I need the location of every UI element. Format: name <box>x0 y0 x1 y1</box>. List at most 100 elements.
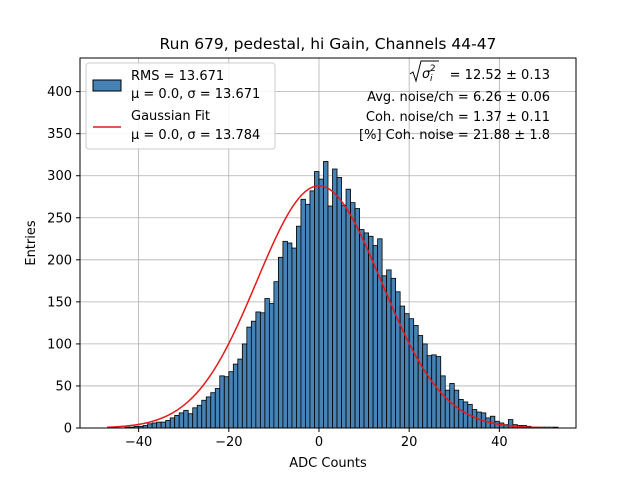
histogram-bar <box>363 232 369 429</box>
y-tick-label: 200 <box>47 253 72 268</box>
histogram-bar <box>404 313 410 429</box>
x-tick-label: 0 <box>315 435 323 450</box>
histogram-bar <box>422 343 428 429</box>
histogram-bar <box>417 335 424 429</box>
legend-box <box>85 62 276 150</box>
chart-title: Run 679, pedestal, hi Gain, Channels 44-… <box>160 35 497 53</box>
histogram-bar <box>350 202 356 429</box>
histogram-bar <box>354 208 360 429</box>
histogram-bar <box>246 326 252 429</box>
histogram-bar <box>255 311 261 429</box>
histogram-bar <box>291 247 297 429</box>
histogram-bar <box>259 312 266 429</box>
histogram-bar <box>395 291 401 429</box>
histogram-bar <box>332 168 338 429</box>
y-tick-label: 50 <box>55 379 72 394</box>
histogram-bar <box>201 399 207 429</box>
histogram-bar <box>408 318 415 429</box>
histogram-bar <box>237 358 243 429</box>
histogram-bar <box>359 229 365 429</box>
y-tick-label: 150 <box>47 295 72 310</box>
histogram-bar <box>165 420 171 429</box>
histogram-bar <box>345 188 351 429</box>
svg-text:2: 2 <box>430 64 436 74</box>
histogram-bar <box>210 392 216 429</box>
histogram-bar <box>390 277 397 429</box>
svg-text:i: i <box>430 74 433 84</box>
histogram-bar <box>386 269 392 429</box>
legend-histogram-line1: RMS = 13.671 <box>131 69 224 84</box>
histogram-bar <box>205 396 212 429</box>
histogram-bar <box>273 281 279 429</box>
histogram-bar <box>323 161 329 429</box>
histogram-bar <box>223 376 230 429</box>
histogram-bar <box>178 412 185 429</box>
histogram-bar <box>413 325 419 429</box>
sqrt-sigma-symbol: σ 2 i <box>409 60 439 84</box>
y-tick-label: 0 <box>64 422 72 437</box>
histogram-bar <box>232 363 239 429</box>
histogram-bar <box>305 203 311 429</box>
coh-noise-annotation: Coh. noise/ch = 1.37 ± 0.11 <box>366 110 550 125</box>
histogram-bar <box>192 407 198 429</box>
legend: RMS = 13.671 μ = 0.0, σ = 13.671 Gaussia… <box>85 62 276 150</box>
histogram-bar <box>296 225 302 429</box>
avg-noise-annotation: Avg. noise/ch = 6.26 ± 0.06 <box>367 90 550 105</box>
histogram-bar <box>268 303 275 429</box>
y-tick-label: 250 <box>47 211 72 226</box>
histogram-bar <box>241 343 248 429</box>
histogram-bar <box>187 413 194 429</box>
histogram-bar <box>287 242 293 429</box>
y-tick-label: 300 <box>47 169 72 184</box>
y-tick-label: 100 <box>47 337 72 352</box>
histogram-bar <box>156 421 162 429</box>
histogram-bar <box>314 171 320 429</box>
histogram-bar <box>219 375 225 429</box>
histogram-bar <box>336 177 342 429</box>
x-axis-label: ADC Counts <box>289 456 367 471</box>
legend-fit-line2: μ = 0.0, σ = 13.784 <box>131 128 260 143</box>
svg-text:σ: σ <box>422 67 431 82</box>
histogram-bar <box>309 190 315 429</box>
x-tick-label: 40 <box>491 435 508 450</box>
histogram-bar <box>174 414 180 429</box>
y-axis-label: Entries <box>24 220 39 266</box>
histogram-bar <box>250 320 257 429</box>
histogram-bar <box>341 204 347 429</box>
axes-frame <box>79 57 577 429</box>
histogram-bar <box>431 354 437 429</box>
x-axis-ticks: −40 −20 0 20 40 <box>125 428 508 450</box>
x-tick-label: −20 <box>215 435 242 450</box>
legend-histogram-swatch <box>92 79 122 92</box>
histogram-bar <box>196 404 203 429</box>
histogram-bar <box>214 388 221 429</box>
histogram-bar <box>300 198 306 429</box>
histogram-bar <box>444 389 451 429</box>
y-tick-label: 400 <box>47 85 72 100</box>
noise-annotations: σ 2 i = 12.52 ± 0.13 Avg. noise/ch = 6.2… <box>359 60 550 143</box>
histogram-bar <box>462 401 469 429</box>
histogram-bar <box>169 417 176 429</box>
plot-area: −40 −20 0 20 40 0 50 100 150 200 250 300 350 400 <box>47 57 577 450</box>
legend-fit-line1: Gaussian Fit <box>131 109 210 124</box>
histogram-bar <box>377 238 383 429</box>
histogram-bar <box>277 256 284 429</box>
histogram-bar <box>183 409 189 429</box>
y-axis-ticks: 0 50 100 150 200 250 300 350 400 <box>47 85 80 437</box>
histogram-bar <box>318 178 324 429</box>
total-noise-value: = 12.52 ± 0.13 <box>450 68 550 83</box>
histogram-bar <box>228 371 234 429</box>
y-tick-label: 350 <box>47 127 72 142</box>
pct-coh-noise-annotation: [%] Coh. noise = 21.88 ± 1.8 <box>359 128 550 143</box>
histogram-bar <box>381 275 388 429</box>
histogram-bar <box>368 235 374 429</box>
legend-histogram-line2: μ = 0.0, σ = 13.671 <box>131 87 260 102</box>
histogram-bar <box>440 375 446 429</box>
histogram-bar <box>458 399 464 429</box>
histogram-bar <box>264 298 270 429</box>
gaussian-fit-line <box>107 185 554 429</box>
histogram-bar <box>327 205 333 429</box>
histogram-bar <box>160 421 167 429</box>
histogram-bar <box>151 422 158 429</box>
